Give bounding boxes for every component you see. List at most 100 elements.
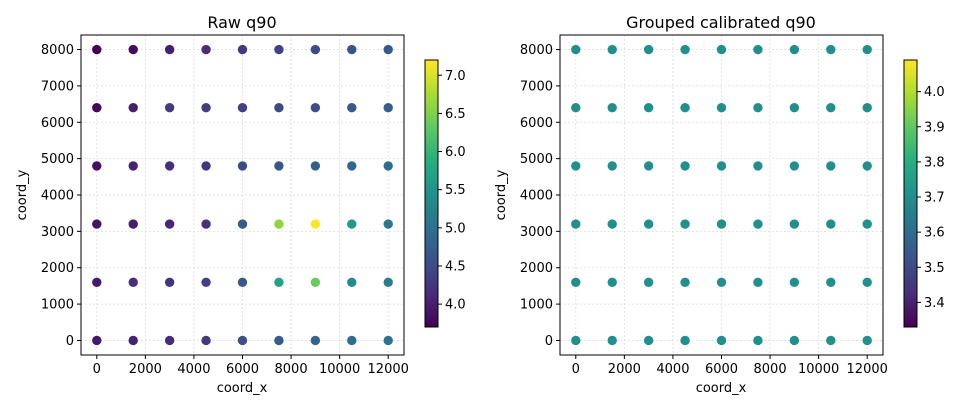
data-point [789, 44, 800, 55]
data-point [164, 277, 175, 287]
data-point [310, 219, 321, 229]
data-point [383, 219, 393, 229]
y-tick-label: 1000 [520, 298, 553, 313]
data-point [274, 161, 284, 171]
y-tick-label: 8000 [41, 43, 74, 58]
data-point [862, 277, 872, 287]
data-point [643, 219, 654, 229]
colorbar-ticks: 4.0 4.5 5.0 5.5 6.0 6.5 7.0 [438, 69, 466, 313]
data-point [607, 219, 617, 229]
data-point [237, 219, 248, 229]
data-point [789, 161, 800, 171]
data-point [128, 277, 138, 287]
x-tick-label: 6000 [226, 362, 259, 377]
data-point [753, 335, 763, 346]
colorbar-tick-label: 4.0 [924, 85, 945, 100]
data-point [607, 277, 617, 287]
data-point [789, 103, 800, 113]
data-point [643, 277, 654, 287]
data-point [128, 161, 138, 171]
colorbar: 3.4 3.5 3.6 3.7 3.8 3.9 4.0 [903, 59, 945, 328]
data-point [571, 103, 581, 113]
colorbar: 4.0 4.5 5.0 5.5 6.0 6.5 7.0 [424, 59, 466, 328]
data-point [680, 277, 690, 287]
data-point [862, 335, 872, 346]
data-point [383, 277, 393, 287]
data-point [716, 161, 727, 171]
data-point [274, 277, 284, 287]
colorbar-tick-label: 4.5 [445, 259, 466, 274]
data-point [680, 103, 690, 113]
data-point [383, 44, 393, 55]
y-tick-label: 6000 [520, 116, 553, 131]
x-axis-label: coord_x [696, 381, 747, 396]
data-point [92, 219, 102, 229]
data-point [571, 219, 581, 229]
data-point [862, 103, 872, 113]
y-axis-ticks: 0 1000 2000 3000 4000 5000 6000 7000 8000 [520, 43, 560, 349]
data-point [347, 335, 357, 346]
chart-title: Raw q90 [207, 13, 276, 32]
data-point [789, 277, 800, 287]
data-point [826, 277, 836, 287]
data-point [680, 219, 690, 229]
x-tick-label: 12000 [847, 362, 888, 377]
gridlines [81, 35, 404, 355]
data-point [128, 219, 138, 229]
colorbar-ticks: 3.4 3.5 3.6 3.7 3.8 3.9 4.0 [917, 85, 945, 311]
data-point [347, 219, 357, 229]
y-tick-label: 7000 [520, 79, 553, 94]
y-axis-label: coord_y [494, 169, 509, 220]
data-point [789, 219, 800, 229]
data-point [716, 44, 727, 55]
x-tick-label: 4000 [656, 362, 689, 377]
x-tick-label: 0 [572, 362, 580, 377]
data-point [571, 44, 581, 55]
y-tick-label: 2000 [41, 261, 74, 276]
data-point [164, 103, 175, 113]
data-point [128, 44, 138, 55]
data-point [274, 219, 284, 229]
data-point [607, 103, 617, 113]
x-tick-label: 8000 [275, 362, 308, 377]
data-point [237, 103, 248, 113]
y-axis-label: coord_y [15, 169, 30, 220]
data-point [274, 103, 284, 113]
colorbar-tick-label: 5.5 [445, 183, 466, 198]
colorbar-tick-label: 6.5 [445, 107, 466, 122]
data-points [92, 44, 393, 346]
colorbar-tick-label: 7.0 [445, 69, 466, 84]
data-point [310, 277, 321, 287]
data-point [607, 161, 617, 171]
data-point [164, 44, 175, 55]
x-tick-label: 10000 [798, 362, 839, 377]
gridlines [560, 35, 883, 355]
x-axis-label: coord_x [217, 381, 268, 396]
data-point [716, 103, 727, 113]
data-point [680, 335, 690, 346]
data-point [347, 103, 357, 113]
data-point [310, 103, 321, 113]
data-point [274, 335, 284, 346]
y-tick-label: 4000 [520, 189, 553, 204]
y-tick-label: 0 [66, 334, 74, 349]
colorbar-tick-label: 3.6 [924, 226, 945, 241]
data-point [92, 335, 102, 346]
colorbar-tick-label: 3.4 [924, 296, 945, 311]
y-tick-label: 0 [545, 334, 553, 349]
data-point [680, 44, 690, 55]
data-point [607, 44, 617, 55]
grouped-calibrated-q90-chart: Grouped calibrated q90 0 2000 4000 6000 8000… [494, 13, 945, 396]
data-point [643, 103, 654, 113]
y-tick-label: 4000 [41, 189, 74, 204]
x-tick-label: 12000 [368, 362, 409, 377]
y-axis-ticks: 0 1000 2000 3000 4000 5000 6000 7000 8000 [41, 43, 81, 349]
data-point [164, 161, 175, 171]
x-tick-label: 10000 [319, 362, 360, 377]
data-point [383, 335, 393, 346]
data-point [571, 335, 581, 346]
y-tick-label: 5000 [41, 152, 74, 167]
data-point [201, 335, 211, 346]
y-tick-label: 7000 [41, 79, 74, 94]
data-point [571, 161, 581, 171]
